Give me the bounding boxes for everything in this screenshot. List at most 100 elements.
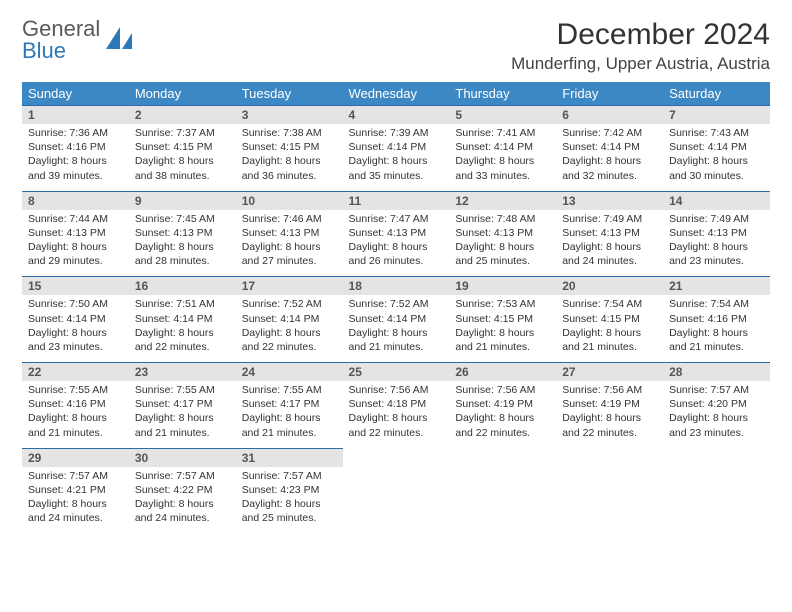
- calendar-cell: 7Sunrise: 7:43 AMSunset: 4:14 PMDaylight…: [663, 106, 770, 192]
- day-number: 9: [129, 192, 236, 210]
- day-details: Sunrise: 7:43 AMSunset: 4:14 PMDaylight:…: [663, 124, 770, 191]
- day-details: Sunrise: 7:53 AMSunset: 4:15 PMDaylight:…: [449, 295, 556, 362]
- day-details: Sunrise: 7:42 AMSunset: 4:14 PMDaylight:…: [556, 124, 663, 191]
- weekday-header: Monday: [129, 82, 236, 106]
- calendar-cell: ..: [343, 448, 450, 533]
- day-number: 5: [449, 106, 556, 124]
- day-details: Sunrise: 7:50 AMSunset: 4:14 PMDaylight:…: [22, 295, 129, 362]
- day-number: 26: [449, 363, 556, 381]
- calendar-week: 15Sunrise: 7:50 AMSunset: 4:14 PMDayligh…: [22, 277, 770, 363]
- calendar-cell: 29Sunrise: 7:57 AMSunset: 4:21 PMDayligh…: [22, 448, 129, 533]
- calendar-cell: 17Sunrise: 7:52 AMSunset: 4:14 PMDayligh…: [236, 277, 343, 363]
- day-number: 7: [663, 106, 770, 124]
- header: General Blue December 2024 Munderfing, U…: [22, 18, 770, 74]
- calendar-cell: 23Sunrise: 7:55 AMSunset: 4:17 PMDayligh…: [129, 363, 236, 449]
- calendar-head: SundayMondayTuesdayWednesdayThursdayFrid…: [22, 82, 770, 106]
- day-number: 27: [556, 363, 663, 381]
- calendar-cell: 18Sunrise: 7:52 AMSunset: 4:14 PMDayligh…: [343, 277, 450, 363]
- day-details: Sunrise: 7:57 AMSunset: 4:21 PMDaylight:…: [22, 467, 129, 534]
- day-number: 29: [22, 449, 129, 467]
- day-number: 18: [343, 277, 450, 295]
- day-details: Sunrise: 7:54 AMSunset: 4:15 PMDaylight:…: [556, 295, 663, 362]
- day-number: 13: [556, 192, 663, 210]
- day-details: Sunrise: 7:47 AMSunset: 4:13 PMDaylight:…: [343, 210, 450, 277]
- day-details: Sunrise: 7:39 AMSunset: 4:14 PMDaylight:…: [343, 124, 450, 191]
- calendar-cell: 28Sunrise: 7:57 AMSunset: 4:20 PMDayligh…: [663, 363, 770, 449]
- month-title: December 2024: [511, 18, 770, 52]
- calendar-cell: 14Sunrise: 7:49 AMSunset: 4:13 PMDayligh…: [663, 191, 770, 277]
- calendar-cell: 26Sunrise: 7:56 AMSunset: 4:19 PMDayligh…: [449, 363, 556, 449]
- day-number: 8: [22, 192, 129, 210]
- day-number: 1: [22, 106, 129, 124]
- day-details: Sunrise: 7:56 AMSunset: 4:19 PMDaylight:…: [556, 381, 663, 448]
- brand-part2: Blue: [22, 38, 66, 63]
- brand-sail-icon: [104, 25, 134, 56]
- day-details: Sunrise: 7:37 AMSunset: 4:15 PMDaylight:…: [129, 124, 236, 191]
- day-details: Sunrise: 7:57 AMSunset: 4:23 PMDaylight:…: [236, 467, 343, 534]
- day-details: Sunrise: 7:49 AMSunset: 4:13 PMDaylight:…: [663, 210, 770, 277]
- day-details: Sunrise: 7:38 AMSunset: 4:15 PMDaylight:…: [236, 124, 343, 191]
- calendar-cell: 21Sunrise: 7:54 AMSunset: 4:16 PMDayligh…: [663, 277, 770, 363]
- day-number: 17: [236, 277, 343, 295]
- calendar-cell: 20Sunrise: 7:54 AMSunset: 4:15 PMDayligh…: [556, 277, 663, 363]
- day-details: Sunrise: 7:55 AMSunset: 4:17 PMDaylight:…: [236, 381, 343, 448]
- weekday-header: Tuesday: [236, 82, 343, 106]
- day-details: Sunrise: 7:48 AMSunset: 4:13 PMDaylight:…: [449, 210, 556, 277]
- calendar-cell: 2Sunrise: 7:37 AMSunset: 4:15 PMDaylight…: [129, 106, 236, 192]
- weekday-header: Wednesday: [343, 82, 450, 106]
- day-details: Sunrise: 7:55 AMSunset: 4:17 PMDaylight:…: [129, 381, 236, 448]
- calendar-cell: 9Sunrise: 7:45 AMSunset: 4:13 PMDaylight…: [129, 191, 236, 277]
- calendar-cell: 8Sunrise: 7:44 AMSunset: 4:13 PMDaylight…: [22, 191, 129, 277]
- calendar-cell: 6Sunrise: 7:42 AMSunset: 4:14 PMDaylight…: [556, 106, 663, 192]
- day-number: 21: [663, 277, 770, 295]
- brand-text: General Blue: [22, 18, 100, 62]
- calendar-cell: 3Sunrise: 7:38 AMSunset: 4:15 PMDaylight…: [236, 106, 343, 192]
- day-details: Sunrise: 7:54 AMSunset: 4:16 PMDaylight:…: [663, 295, 770, 362]
- day-number: 15: [22, 277, 129, 295]
- day-number: 19: [449, 277, 556, 295]
- day-number: 3: [236, 106, 343, 124]
- day-details: Sunrise: 7:52 AMSunset: 4:14 PMDaylight:…: [236, 295, 343, 362]
- location-subtitle: Munderfing, Upper Austria, Austria: [511, 54, 770, 74]
- title-block: December 2024 Munderfing, Upper Austria,…: [511, 18, 770, 74]
- calendar-cell: 24Sunrise: 7:55 AMSunset: 4:17 PMDayligh…: [236, 363, 343, 449]
- day-number: 22: [22, 363, 129, 381]
- calendar-cell: 4Sunrise: 7:39 AMSunset: 4:14 PMDaylight…: [343, 106, 450, 192]
- weekday-header: Saturday: [663, 82, 770, 106]
- calendar-cell: 11Sunrise: 7:47 AMSunset: 4:13 PMDayligh…: [343, 191, 450, 277]
- calendar-week: 1Sunrise: 7:36 AMSunset: 4:16 PMDaylight…: [22, 106, 770, 192]
- day-details: Sunrise: 7:57 AMSunset: 4:22 PMDaylight:…: [129, 467, 236, 534]
- calendar-cell: 31Sunrise: 7:57 AMSunset: 4:23 PMDayligh…: [236, 448, 343, 533]
- day-number: 24: [236, 363, 343, 381]
- calendar-cell: ..: [449, 448, 556, 533]
- calendar-body: 1Sunrise: 7:36 AMSunset: 4:16 PMDaylight…: [22, 106, 770, 534]
- calendar-cell: 15Sunrise: 7:50 AMSunset: 4:14 PMDayligh…: [22, 277, 129, 363]
- calendar-cell: 5Sunrise: 7:41 AMSunset: 4:14 PMDaylight…: [449, 106, 556, 192]
- calendar-cell: 13Sunrise: 7:49 AMSunset: 4:13 PMDayligh…: [556, 191, 663, 277]
- calendar-cell: ..: [556, 448, 663, 533]
- day-number: 11: [343, 192, 450, 210]
- brand-logo: General Blue: [22, 18, 134, 62]
- day-details: Sunrise: 7:41 AMSunset: 4:14 PMDaylight:…: [449, 124, 556, 191]
- day-details: Sunrise: 7:55 AMSunset: 4:16 PMDaylight:…: [22, 381, 129, 448]
- calendar-cell: 30Sunrise: 7:57 AMSunset: 4:22 PMDayligh…: [129, 448, 236, 533]
- calendar-cell: ..: [663, 448, 770, 533]
- day-details: Sunrise: 7:44 AMSunset: 4:13 PMDaylight:…: [22, 210, 129, 277]
- day-number: 14: [663, 192, 770, 210]
- day-number: 16: [129, 277, 236, 295]
- day-details: Sunrise: 7:46 AMSunset: 4:13 PMDaylight:…: [236, 210, 343, 277]
- calendar-table: SundayMondayTuesdayWednesdayThursdayFrid…: [22, 82, 770, 533]
- day-number: 23: [129, 363, 236, 381]
- day-number: 31: [236, 449, 343, 467]
- day-number: 2: [129, 106, 236, 124]
- day-details: Sunrise: 7:45 AMSunset: 4:13 PMDaylight:…: [129, 210, 236, 277]
- day-number: 6: [556, 106, 663, 124]
- calendar-week: 29Sunrise: 7:57 AMSunset: 4:21 PMDayligh…: [22, 448, 770, 533]
- calendar-cell: 12Sunrise: 7:48 AMSunset: 4:13 PMDayligh…: [449, 191, 556, 277]
- day-details: Sunrise: 7:51 AMSunset: 4:14 PMDaylight:…: [129, 295, 236, 362]
- day-number: 30: [129, 449, 236, 467]
- calendar-week: 22Sunrise: 7:55 AMSunset: 4:16 PMDayligh…: [22, 363, 770, 449]
- weekday-header: Sunday: [22, 82, 129, 106]
- weekday-row: SundayMondayTuesdayWednesdayThursdayFrid…: [22, 82, 770, 106]
- calendar-cell: 22Sunrise: 7:55 AMSunset: 4:16 PMDayligh…: [22, 363, 129, 449]
